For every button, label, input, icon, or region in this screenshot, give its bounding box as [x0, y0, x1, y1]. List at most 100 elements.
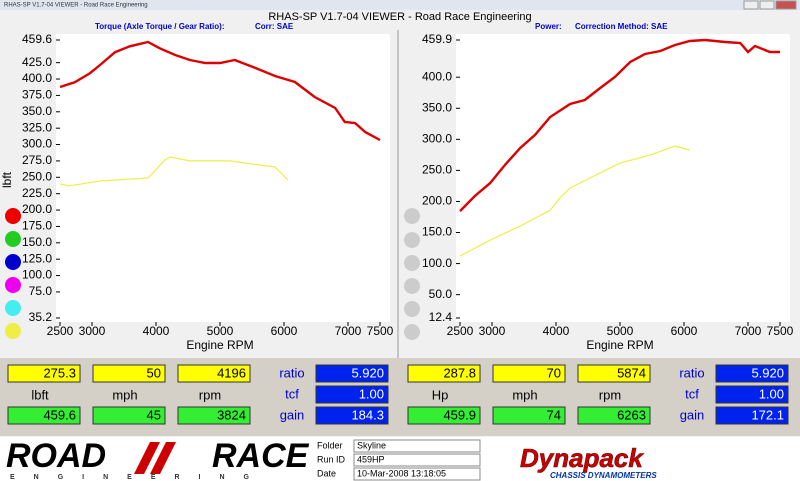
readout-top-box	[407, 364, 481, 383]
x-tick-label: 5000	[207, 324, 234, 338]
y-tick-label: 375.0	[22, 88, 52, 102]
y-tick-label: 75.0	[29, 284, 53, 298]
chart-title: Power:	[535, 22, 562, 31]
ratio-label: ratio	[279, 365, 304, 380]
y-tick-label: 100.0	[22, 268, 52, 282]
readout-top: 70	[547, 365, 561, 380]
gain: 172.1	[751, 407, 784, 422]
legend-button[interactable]	[5, 254, 21, 270]
readout-bottom: 459.9	[443, 407, 476, 422]
legend-button[interactable]	[5, 300, 21, 316]
readout-unit: rpm	[599, 387, 621, 402]
field-label: Date	[317, 468, 336, 478]
legend-button[interactable]	[5, 277, 21, 293]
readout-top: 5874	[617, 365, 646, 380]
readout-top-box	[92, 364, 166, 383]
minimize-button[interactable]	[743, 0, 759, 10]
y-tick-label: 300.0	[422, 132, 452, 146]
tcf-label: tcf	[685, 386, 699, 401]
x-tick-label: 5000	[607, 324, 634, 338]
gain-box	[715, 406, 789, 425]
y-tick-label: 350.0	[422, 100, 452, 114]
data-line	[459, 38, 780, 212]
x-tick-label: 7000	[335, 324, 362, 338]
legend-button[interactable]	[404, 255, 420, 271]
legend-button[interactable]	[5, 208, 21, 224]
y-tick-label: 150.0	[422, 225, 452, 239]
y-tick-label: 125.0	[22, 251, 52, 265]
gain: 184.3	[351, 407, 384, 422]
field-value: 459HP	[357, 454, 385, 464]
plot-area	[56, 34, 390, 322]
ratio-label: ratio	[679, 365, 704, 380]
legend-button[interactable]	[5, 231, 21, 247]
ratio: 5.920	[351, 365, 384, 380]
y-tick-label: 250.0	[22, 169, 52, 183]
y-tick-label: 275.0	[22, 153, 52, 167]
readout-bottom-box	[492, 406, 566, 425]
x-tick-label: 4000	[143, 324, 170, 338]
readout-bottom: 3824	[217, 407, 246, 422]
y-axis-label: lbft	[0, 171, 14, 188]
y-tick-label: 459.6	[22, 32, 52, 46]
y-tick-label: 200.0	[422, 194, 452, 208]
y-tick-label: 175.0	[22, 219, 52, 233]
y-tick-label: 100.0	[422, 256, 452, 270]
readout-bottom-box	[92, 406, 166, 425]
y-tick-label: 150.0	[22, 235, 52, 249]
close-button[interactable]	[775, 0, 797, 10]
readout-unit: mph	[112, 387, 137, 402]
readout-bottom: 459.6	[43, 407, 76, 422]
legend-button[interactable]	[5, 323, 21, 339]
field-box	[353, 439, 481, 453]
readout-top-box	[577, 364, 651, 383]
readout-top: 4196	[217, 365, 246, 380]
legend-button[interactable]	[404, 232, 420, 248]
x-tick-label: 4000	[543, 324, 570, 338]
gain-box	[315, 406, 389, 425]
readout-bottom-box	[407, 406, 481, 425]
tcf-label: tcf	[285, 386, 299, 401]
legend-buttons	[5, 208, 420, 340]
field-label: Folder	[317, 440, 343, 450]
readout-bottom: 74	[547, 407, 561, 422]
gain-label: gain	[680, 407, 705, 422]
brand: Dynapack	[520, 443, 644, 473]
x-tick-label: 6000	[671, 324, 698, 338]
field-value: Skyline	[357, 440, 386, 450]
y-tick-label: 200.0	[22, 202, 52, 216]
tcf-box	[715, 385, 789, 404]
maximize-button[interactable]	[759, 0, 775, 10]
tcf-box	[315, 385, 389, 404]
x-tick-label: 7500	[767, 324, 794, 338]
y-tick-label: 350.0	[22, 104, 52, 118]
y-tick-label: 300.0	[22, 137, 52, 151]
readout-bottom-box	[7, 406, 81, 425]
x-tick-label: 6000	[271, 324, 298, 338]
legend-button[interactable]	[404, 208, 420, 224]
readout-unit: lbft	[31, 387, 49, 402]
readout-top: 287.8	[443, 365, 476, 380]
x-tick-label: 3000	[479, 324, 506, 338]
field-label: Run ID	[317, 454, 346, 464]
data-line	[459, 145, 690, 257]
readout-unit: Hp	[432, 387, 449, 402]
field-box	[353, 467, 481, 481]
y-tick-label: 400.0	[422, 69, 452, 83]
y-tick-label: 50.0	[429, 287, 453, 301]
y-tick-label: 12.4	[429, 310, 453, 324]
readout-bottom-box	[577, 406, 651, 425]
chart-title: Torque (Axle Torque / Gear Ratio):	[95, 22, 225, 31]
gain-label: gain	[280, 407, 305, 422]
y-tick-label: 459.9	[422, 32, 452, 46]
plot-area	[456, 34, 790, 322]
legend-button[interactable]	[404, 278, 420, 294]
app-title: RHAS-SP V1.7-04 VIEWER - Road Race Engin…	[268, 11, 531, 23]
window-title: RHAS-SP V1.7-04 VIEWER - Road Race Engin…	[4, 3, 148, 9]
data-line	[59, 156, 289, 187]
legend-button[interactable]	[404, 324, 420, 340]
readout-top-box	[177, 364, 251, 383]
legend-button[interactable]	[404, 301, 420, 317]
